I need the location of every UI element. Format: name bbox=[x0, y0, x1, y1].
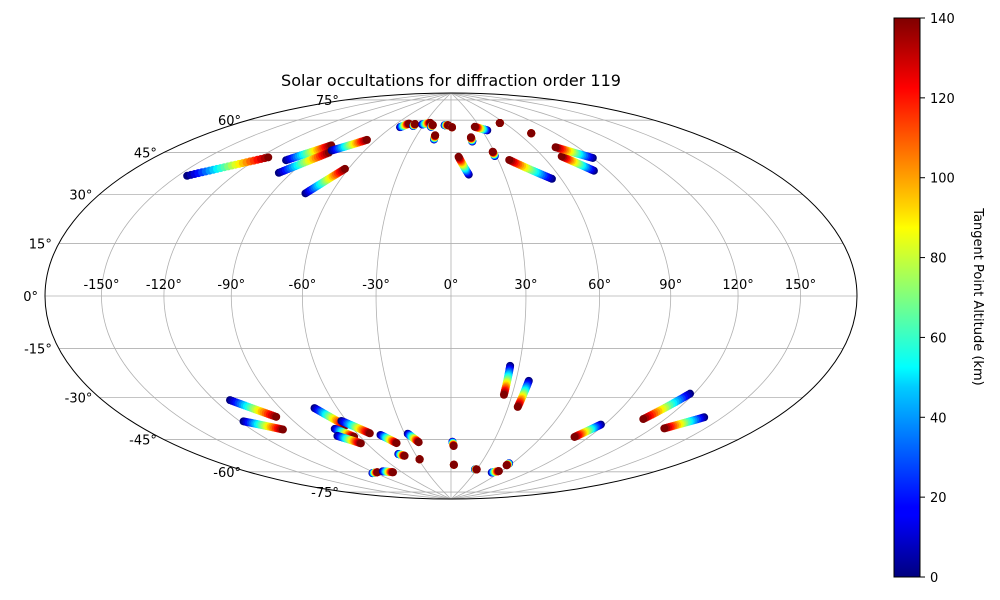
colorbar-tick-label: 40 bbox=[930, 411, 947, 426]
colorbar-tick-label: 140 bbox=[930, 12, 955, 27]
occultation-point bbox=[264, 153, 273, 162]
longitude-gridline bbox=[450, 93, 739, 499]
longitude-gridline bbox=[450, 93, 672, 499]
occultation-point bbox=[505, 155, 514, 164]
colorbar-tick-label: 120 bbox=[930, 92, 955, 107]
occultation-points bbox=[183, 118, 709, 478]
colorbar-label: Tangent Point Altitude (km) bbox=[970, 207, 985, 385]
occultation-point bbox=[570, 432, 579, 441]
colorbar-gradient bbox=[893, 17, 921, 578]
occultation-point bbox=[639, 415, 648, 424]
longitude-gridline bbox=[450, 93, 801, 499]
occultation-point bbox=[494, 467, 503, 476]
occultation-point bbox=[527, 129, 536, 138]
occultation-point bbox=[449, 442, 458, 451]
longitude-tick-label: -90° bbox=[217, 278, 245, 293]
longitude-tick-label: 150° bbox=[785, 278, 816, 293]
colorbar: 0 20 40 60 80 100 120 140 Tangent Point Altitud… bbox=[893, 12, 985, 586]
occultation-point bbox=[447, 123, 456, 132]
occultation-point bbox=[488, 147, 497, 156]
longitude-gridline bbox=[450, 93, 601, 499]
occultation-point bbox=[470, 122, 479, 131]
occultation-point bbox=[428, 120, 437, 129]
occultation-point bbox=[660, 424, 669, 433]
latitude-tick-label: 60° bbox=[218, 114, 241, 129]
occultation-point bbox=[340, 164, 349, 173]
map-boundary bbox=[44, 92, 858, 500]
occultation-point bbox=[499, 390, 508, 399]
tick-labels: -150° -120° -90° -60° -30° 0° 30° 60° 90° 120° 150… bbox=[23, 94, 816, 501]
occultation-point bbox=[365, 429, 374, 438]
longitude-tick-label: 0° bbox=[444, 278, 459, 293]
colorbar-tick-label: 20 bbox=[930, 491, 947, 506]
occultation-point bbox=[466, 133, 475, 142]
occultation-point bbox=[411, 120, 420, 129]
occultation-point bbox=[400, 451, 409, 460]
occultation-point bbox=[356, 439, 365, 448]
occultation-point bbox=[362, 135, 371, 144]
colorbar-tick-label: 60 bbox=[930, 331, 947, 346]
longitude-tick-label: 60° bbox=[588, 278, 611, 293]
latitude-tick-label: -75° bbox=[311, 486, 339, 501]
longitude-tick-label: 90° bbox=[659, 278, 682, 293]
colorbar-tick-label: 100 bbox=[930, 172, 955, 187]
occultation-point bbox=[272, 412, 281, 421]
chart-title: Solar occultations for diffraction order… bbox=[281, 71, 621, 90]
longitude-tick-label: -60° bbox=[289, 278, 317, 293]
longitude-tick-label: 120° bbox=[722, 278, 753, 293]
latitude-tick-label: -60° bbox=[213, 466, 241, 481]
longitude-gridline bbox=[101, 93, 452, 499]
occultation-point bbox=[449, 460, 458, 469]
longitude-tick-label: -120° bbox=[146, 278, 182, 293]
latitude-tick-label: -15° bbox=[24, 343, 52, 358]
occultation-point bbox=[495, 119, 504, 128]
occultation-point bbox=[431, 131, 440, 140]
longitude-tick-label: -30° bbox=[362, 278, 390, 293]
occultation-point bbox=[454, 152, 463, 161]
latitude-tick-label: 75° bbox=[316, 94, 339, 109]
longitude-tick-label: -150° bbox=[83, 278, 119, 293]
longitude-gridline bbox=[163, 93, 452, 499]
occultation-point bbox=[513, 402, 522, 411]
occultation-point bbox=[392, 439, 401, 448]
occultation-point bbox=[414, 438, 423, 447]
colorbar-tick-label: 0 bbox=[930, 571, 938, 586]
latitude-tick-label: -30° bbox=[65, 392, 93, 407]
latitude-tick-label: 45° bbox=[134, 146, 157, 161]
colorbar-tick-label: 80 bbox=[930, 252, 947, 267]
occultation-point bbox=[389, 468, 398, 477]
latitude-tick-label: 0° bbox=[23, 290, 38, 305]
occultation-point bbox=[415, 455, 424, 464]
longitude-tick-label: 30° bbox=[514, 278, 537, 293]
latitude-tick-label: -45° bbox=[129, 434, 157, 449]
latitude-tick-label: 30° bbox=[69, 189, 92, 204]
latitude-tick-label: 15° bbox=[29, 237, 52, 252]
longitude-gridline bbox=[301, 93, 452, 499]
occultation-point bbox=[278, 425, 287, 434]
longitude-gridline bbox=[375, 93, 452, 499]
occultation-point bbox=[557, 152, 566, 161]
occultation-point bbox=[472, 465, 481, 474]
occultation-point bbox=[502, 461, 511, 470]
occultation-point bbox=[551, 143, 560, 152]
